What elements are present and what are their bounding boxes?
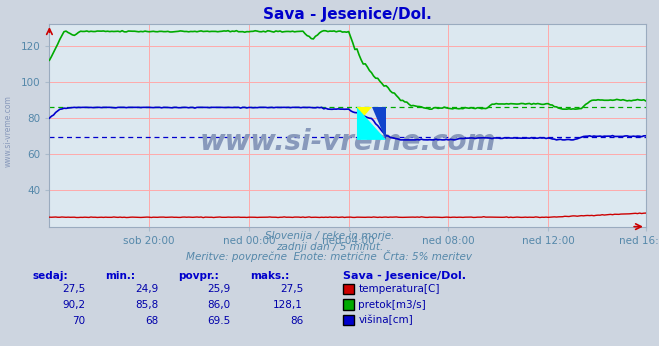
Text: 85,8: 85,8: [135, 300, 158, 310]
Text: sedaj:: sedaj:: [33, 271, 69, 281]
Text: 86: 86: [290, 316, 303, 326]
Text: www.si-vreme.com: www.si-vreme.com: [3, 95, 13, 167]
Text: 90,2: 90,2: [63, 300, 86, 310]
Text: pretok[m3/s]: pretok[m3/s]: [358, 300, 426, 310]
Text: Meritve: povprečne  Enote: metrične  Črta: 5% meritev: Meritve: povprečne Enote: metrične Črta:…: [186, 250, 473, 262]
Text: višina[cm]: višina[cm]: [358, 315, 413, 326]
Polygon shape: [372, 107, 386, 140]
Text: 24,9: 24,9: [135, 284, 158, 294]
Text: 68: 68: [145, 316, 158, 326]
Text: zadnji dan / 5 minut.: zadnji dan / 5 minut.: [276, 242, 383, 252]
Text: 70: 70: [72, 316, 86, 326]
Text: 27,5: 27,5: [63, 284, 86, 294]
Text: 25,9: 25,9: [208, 284, 231, 294]
Title: Sava - Jesenice/Dol.: Sava - Jesenice/Dol.: [263, 7, 432, 22]
Text: 27,5: 27,5: [280, 284, 303, 294]
Text: povpr.:: povpr.:: [178, 271, 219, 281]
Polygon shape: [357, 107, 386, 140]
Text: 69.5: 69.5: [208, 316, 231, 326]
Text: 128,1: 128,1: [273, 300, 303, 310]
Polygon shape: [357, 107, 372, 124]
Text: temperatura[C]: temperatura[C]: [358, 284, 440, 294]
Text: min.:: min.:: [105, 271, 136, 281]
Text: Slovenija / reke in morje.: Slovenija / reke in morje.: [265, 231, 394, 242]
Text: www.si-vreme.com: www.si-vreme.com: [200, 128, 496, 156]
Text: Sava - Jesenice/Dol.: Sava - Jesenice/Dol.: [343, 271, 466, 281]
Text: 86,0: 86,0: [208, 300, 231, 310]
Text: maks.:: maks.:: [250, 271, 290, 281]
